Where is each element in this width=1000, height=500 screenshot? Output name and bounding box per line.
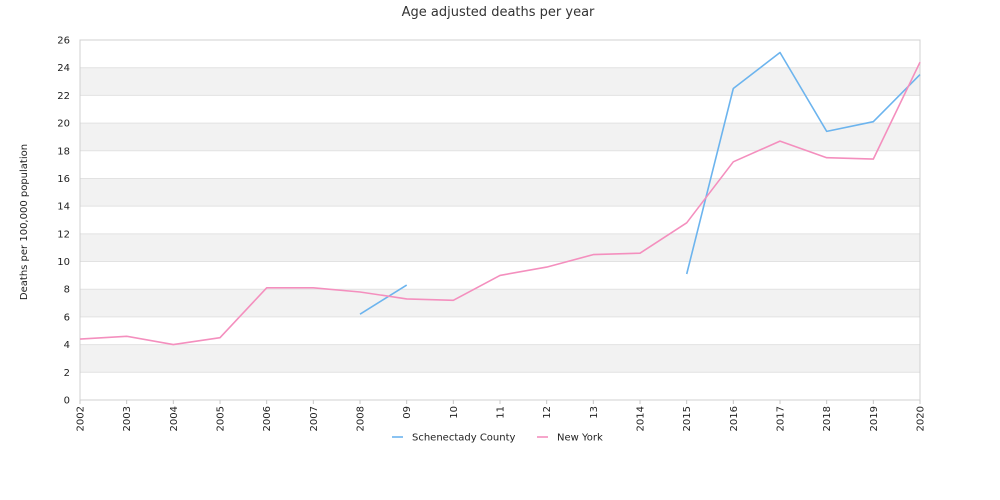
x-tick-label: 2004 [169,406,180,431]
x-tick-label: 2017 [776,406,787,431]
x-tick-label: 2020 [916,406,927,431]
chart-title: Age adjusted deaths per year [402,5,595,20]
x-tick-label: 2019 [869,406,880,431]
x-tick-label: 2006 [262,406,273,431]
x-tick-label: 12 [542,406,553,419]
legend-label: New York [557,433,603,444]
x-tick-label: 10 [449,406,460,419]
grid-band [80,95,920,124]
x-tick-label: 11 [496,406,507,419]
y-tick-label: 8 [64,285,70,296]
grid-band [80,123,920,151]
legend-label: Schenectady County [412,433,516,444]
y-tick-label: 16 [57,174,70,185]
grid-band [80,67,920,96]
y-tick-label: 2 [64,368,70,379]
grid-band [80,316,920,345]
x-tick-label: 2014 [636,406,647,431]
x-tick-label: 2002 [76,406,87,431]
x-tick-label: 2005 [216,406,227,431]
grid-band [80,150,920,179]
y-tick-label: 14 [57,202,70,213]
grid-band [80,178,920,207]
grid-band [80,40,920,68]
y-tick-label: 12 [57,229,70,240]
x-axis-ticks: 2002 2003 2004 2005 2006 2007 2008 09 10 11 12 13 20… [76,400,927,431]
grid-band [80,372,920,400]
y-tick-label: 24 [57,63,70,74]
x-tick-label: 2003 [122,406,133,431]
x-tick-label: 2007 [309,406,320,431]
x-tick-label: 2016 [729,406,740,431]
legend: Schenectady County New York [392,433,603,444]
background-bands [80,40,920,400]
grid-band [80,344,920,373]
y-tick-label: 6 [64,312,70,323]
x-tick-label: 2018 [822,406,833,431]
series-lines [79,51,921,346]
grid-band [80,206,920,234]
y-tick-label: 26 [57,36,70,47]
y-tick-label: 20 [57,119,70,130]
series-line-new-york [79,61,921,346]
x-tick-label: 2008 [356,406,367,431]
y-axis-label: Deaths per 100,000 population [19,144,30,300]
x-tick-label: 09 [402,406,413,419]
x-tick-label: 13 [589,406,600,419]
y-tick-label: 18 [57,146,70,157]
x-tick-label: 2015 [682,406,693,431]
y-tick-label: 10 [57,257,70,268]
grid-band [80,289,920,317]
y-tick-label: 4 [64,340,70,351]
y-tick-label: 0 [64,396,70,407]
grid-band [80,233,920,262]
y-tick-label: 22 [57,91,70,102]
series-line-schenectady-county [359,51,921,315]
